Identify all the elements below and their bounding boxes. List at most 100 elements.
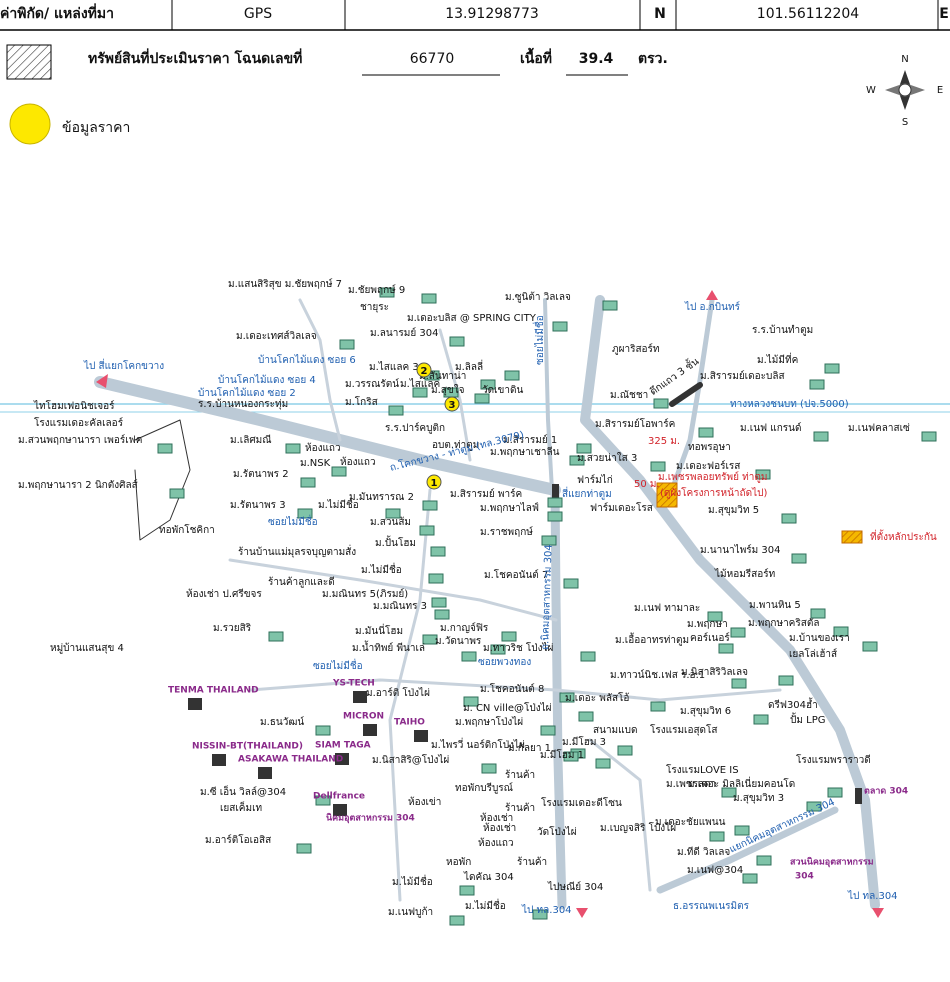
village-icon bbox=[778, 675, 794, 686]
property-swatch bbox=[6, 44, 52, 80]
arrow bbox=[576, 908, 588, 918]
village-icon bbox=[650, 461, 666, 472]
map-label: ม.ไม้มีชื่อ bbox=[392, 874, 433, 888]
map-label: ม.รัตนาพร 3 bbox=[230, 500, 286, 511]
factory-icon bbox=[188, 698, 202, 710]
map-label: ม.อาร์ติ โป่งไผ่ bbox=[366, 686, 430, 699]
map-label: วัดเขาดิน bbox=[482, 385, 523, 396]
map-label: ม.เลิศมณี bbox=[230, 434, 272, 446]
map-label: ห้องเช่า bbox=[483, 822, 516, 834]
map-label: ร้านค้า bbox=[517, 856, 547, 868]
source: GPS bbox=[244, 6, 272, 22]
village-icon bbox=[297, 508, 313, 519]
price-marker-label: 2 bbox=[421, 366, 428, 377]
soi bbox=[543, 298, 554, 492]
village-icon bbox=[791, 553, 807, 564]
village-icon bbox=[617, 745, 633, 756]
village-icon bbox=[449, 336, 465, 347]
map-label: โรงแรมเอสุดโส bbox=[650, 723, 718, 736]
map-label: บ้านโคกไม้แดง ซอย 4 bbox=[218, 373, 316, 386]
map-label: ดรีฟ304ฮ้ำ bbox=[768, 697, 818, 711]
area: 39.4 bbox=[579, 51, 614, 67]
traffic-light bbox=[855, 788, 862, 804]
map-label: ม.ซี เอ็น วิลล์@304 bbox=[200, 784, 286, 798]
village-icon bbox=[296, 843, 312, 854]
map-label: ม.สุขุมวิท 6 bbox=[680, 706, 731, 717]
lat-dir: N bbox=[654, 6, 666, 22]
village-icon bbox=[388, 405, 404, 416]
map-label: ม.เพชรพลอยทรัพย์ ท่าตูม bbox=[658, 471, 767, 483]
village-icon bbox=[781, 513, 797, 524]
map-label: ม.เดอะเทศส์วิลเลจ bbox=[236, 330, 317, 342]
village-icon bbox=[501, 631, 517, 642]
map-label: ม.สิรารมย์เดอะบลิส bbox=[700, 370, 785, 382]
map-label: ม.ราชพฤกษ์ bbox=[480, 526, 533, 538]
map-label: ม.รัตนาพร 2 bbox=[233, 469, 289, 480]
map-label: คอร์เนอร์ bbox=[690, 632, 730, 644]
village-icon bbox=[474, 393, 490, 404]
soi bbox=[388, 488, 432, 902]
map-label: ร้านค้าลูกและดี bbox=[268, 576, 335, 588]
map-label: ม.เนฟบูก้า bbox=[388, 906, 433, 918]
village-icon bbox=[532, 909, 548, 920]
map-label: ม.อาร์ติโอเอสิส bbox=[205, 833, 271, 846]
village-icon bbox=[431, 597, 447, 608]
map-label: สี่แยกท่าตูม bbox=[562, 486, 612, 500]
map-label: ม.สวนพฤกษานารา เพอร์เฟค bbox=[18, 434, 142, 446]
village-icon bbox=[547, 497, 563, 508]
village-icon bbox=[412, 387, 428, 398]
map-label: บ้านโคกไม้แดง ซอย 2 bbox=[198, 386, 296, 399]
village-icon bbox=[481, 763, 497, 774]
legend-swatch bbox=[9, 103, 51, 145]
map-label: ม.ณัชชา bbox=[610, 390, 648, 401]
village-icon bbox=[379, 287, 395, 298]
village-icon bbox=[580, 651, 596, 662]
village-icon bbox=[734, 825, 750, 836]
map-label: ม.โกริส bbox=[345, 395, 378, 408]
map-label: ม.ไม่มีชื่อ bbox=[361, 562, 402, 576]
map-label: ร.ร.ปาร์คบูติก bbox=[385, 422, 445, 434]
price-marker bbox=[416, 362, 432, 378]
map-label: ตลาด 304 bbox=[864, 787, 908, 797]
village-icon bbox=[463, 696, 479, 707]
village-icon bbox=[862, 641, 878, 652]
map-label: 304 bbox=[795, 872, 814, 882]
map-label: ม.พฤกษาคริสตัล bbox=[748, 618, 819, 629]
village-icon bbox=[709, 831, 725, 842]
traffic-light bbox=[552, 484, 559, 500]
factory-icon bbox=[258, 767, 272, 779]
map-label: ม.พานหิน 5 bbox=[749, 600, 801, 611]
village-icon bbox=[419, 525, 435, 536]
deed-no: 66770 bbox=[410, 51, 455, 67]
factory-icon bbox=[212, 754, 226, 766]
map-label: ม.รวยสิริ bbox=[213, 623, 252, 634]
map-label: ม.ธนวัฒน์ bbox=[260, 716, 304, 728]
compass-n: N bbox=[901, 54, 908, 65]
area-label: เนื้อที่ bbox=[520, 47, 552, 67]
map-label: ม.มีโฮม 1 bbox=[540, 748, 584, 761]
map-label: ม.ปั้นโฮม bbox=[375, 535, 416, 549]
village-icon bbox=[827, 787, 843, 798]
village-icon bbox=[756, 855, 772, 866]
map-label: ASAKAWA THAILAND bbox=[238, 755, 343, 765]
map-label: ม.เดอะบลิส @ SPRING CITY bbox=[407, 313, 537, 324]
village-icon bbox=[339, 339, 355, 350]
map-label: ซอยไม่มีชื่อ bbox=[268, 514, 318, 528]
map-label: ม.ซูนิต้า วิลเลจ bbox=[505, 291, 571, 303]
map-label: ทอพรอุษา bbox=[688, 442, 731, 453]
map-label: TAIHO bbox=[394, 718, 425, 728]
map-label: โรงแรมLOVE IS bbox=[666, 763, 739, 776]
map-label: ม.นิสาสิริ@โป่งไผ่ bbox=[372, 753, 449, 766]
parcel bbox=[134, 419, 191, 541]
village-icon bbox=[753, 714, 769, 725]
map-label: ฟาร์มไก่ bbox=[577, 474, 613, 486]
map-label: ห้องแถว bbox=[305, 442, 341, 454]
map-label: ม.พฤกษาโป่งไผ่ bbox=[455, 715, 523, 728]
map-label: ม.สวยน่าใส 3 bbox=[577, 452, 637, 464]
map-label: ม.ชัยพฤกษ์ 9 bbox=[348, 284, 405, 296]
soi bbox=[298, 298, 342, 442]
map-label: สนามแบด bbox=[593, 725, 637, 736]
village-icon bbox=[434, 609, 450, 620]
village-icon bbox=[430, 546, 446, 557]
